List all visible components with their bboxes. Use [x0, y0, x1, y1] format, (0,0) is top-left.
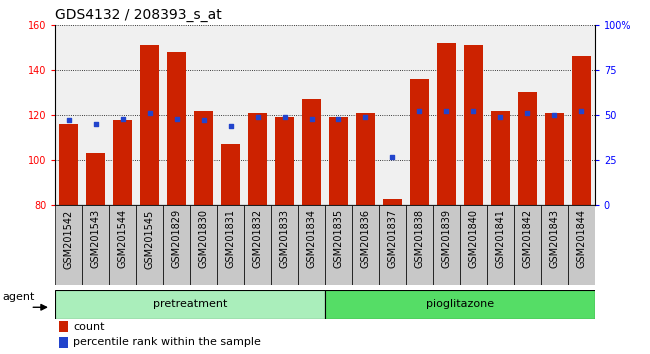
Bar	[464, 45, 483, 205]
Text: GSM201839: GSM201839	[441, 209, 451, 268]
Bar	[244, 205, 271, 285]
Point	[441, 109, 452, 114]
Bar	[275, 117, 294, 205]
Bar	[514, 205, 541, 285]
Bar	[410, 79, 429, 205]
Text: GSM201840: GSM201840	[469, 209, 478, 268]
Bar	[568, 205, 595, 285]
Bar	[541, 205, 568, 285]
Bar	[352, 205, 379, 285]
Bar	[325, 205, 352, 285]
Bar	[58, 337, 68, 348]
Bar	[433, 205, 460, 285]
Text: pretreatment: pretreatment	[153, 299, 228, 309]
Text: GSM201544: GSM201544	[118, 209, 127, 268]
Bar	[248, 113, 267, 205]
Text: GSM201838: GSM201838	[415, 209, 424, 268]
Bar	[55, 205, 83, 285]
Text: GSM201831: GSM201831	[226, 209, 235, 268]
Text: GSM201543: GSM201543	[91, 209, 101, 268]
Text: GDS4132 / 208393_s_at: GDS4132 / 208393_s_at	[55, 8, 222, 22]
Text: pioglitazone: pioglitazone	[426, 299, 494, 309]
Point	[576, 109, 586, 114]
Bar	[217, 205, 244, 285]
Bar	[491, 110, 510, 205]
Bar	[113, 120, 132, 205]
Bar	[163, 205, 190, 285]
Bar	[545, 113, 564, 205]
Text: GSM201844: GSM201844	[577, 209, 586, 268]
Point	[522, 110, 532, 116]
Bar	[271, 205, 298, 285]
Point	[90, 121, 101, 127]
Bar	[302, 99, 321, 205]
Bar	[221, 144, 240, 205]
Text: GSM201836: GSM201836	[361, 209, 370, 268]
Text: GSM201841: GSM201841	[495, 209, 505, 268]
Point	[387, 154, 398, 159]
Bar	[55, 290, 325, 319]
Point	[549, 112, 560, 118]
Point	[306, 116, 317, 121]
Text: percentile rank within the sample: percentile rank within the sample	[73, 337, 261, 348]
Text: GSM201833: GSM201833	[280, 209, 289, 268]
Bar	[58, 321, 68, 332]
Bar	[572, 56, 591, 205]
Point	[172, 116, 182, 121]
Point	[252, 114, 263, 120]
Bar	[356, 113, 375, 205]
Point	[64, 118, 74, 123]
Bar	[298, 205, 325, 285]
Text: GSM201834: GSM201834	[307, 209, 317, 268]
Text: count: count	[73, 321, 105, 332]
Text: GSM201832: GSM201832	[253, 209, 263, 268]
Text: GSM201837: GSM201837	[387, 209, 397, 268]
Bar	[136, 205, 163, 285]
Text: GSM201542: GSM201542	[64, 209, 73, 269]
Bar	[383, 199, 402, 205]
Bar	[518, 92, 537, 205]
Point	[144, 110, 155, 116]
Bar	[194, 110, 213, 205]
Point	[468, 109, 478, 114]
Point	[226, 123, 236, 129]
Bar	[487, 205, 514, 285]
Bar	[325, 290, 595, 319]
Bar	[86, 153, 105, 205]
Point	[360, 114, 370, 120]
Point	[198, 118, 209, 123]
Text: GSM201830: GSM201830	[199, 209, 209, 268]
Bar	[140, 45, 159, 205]
Bar	[329, 117, 348, 205]
Bar	[82, 205, 109, 285]
Text: GSM201843: GSM201843	[549, 209, 559, 268]
Bar	[437, 43, 456, 205]
Point	[414, 109, 424, 114]
Bar	[167, 52, 186, 205]
Bar	[59, 124, 78, 205]
Point	[333, 116, 344, 121]
Text: GSM201835: GSM201835	[333, 209, 343, 268]
Text: GSM201545: GSM201545	[145, 209, 155, 269]
Text: GSM201829: GSM201829	[172, 209, 181, 268]
Text: agent: agent	[3, 292, 35, 302]
Bar	[460, 205, 487, 285]
Text: GSM201842: GSM201842	[523, 209, 532, 268]
Point	[118, 116, 128, 121]
Bar	[190, 205, 217, 285]
Bar	[109, 205, 136, 285]
Bar	[379, 205, 406, 285]
Bar	[406, 205, 433, 285]
Point	[495, 114, 506, 120]
Point	[280, 114, 290, 120]
